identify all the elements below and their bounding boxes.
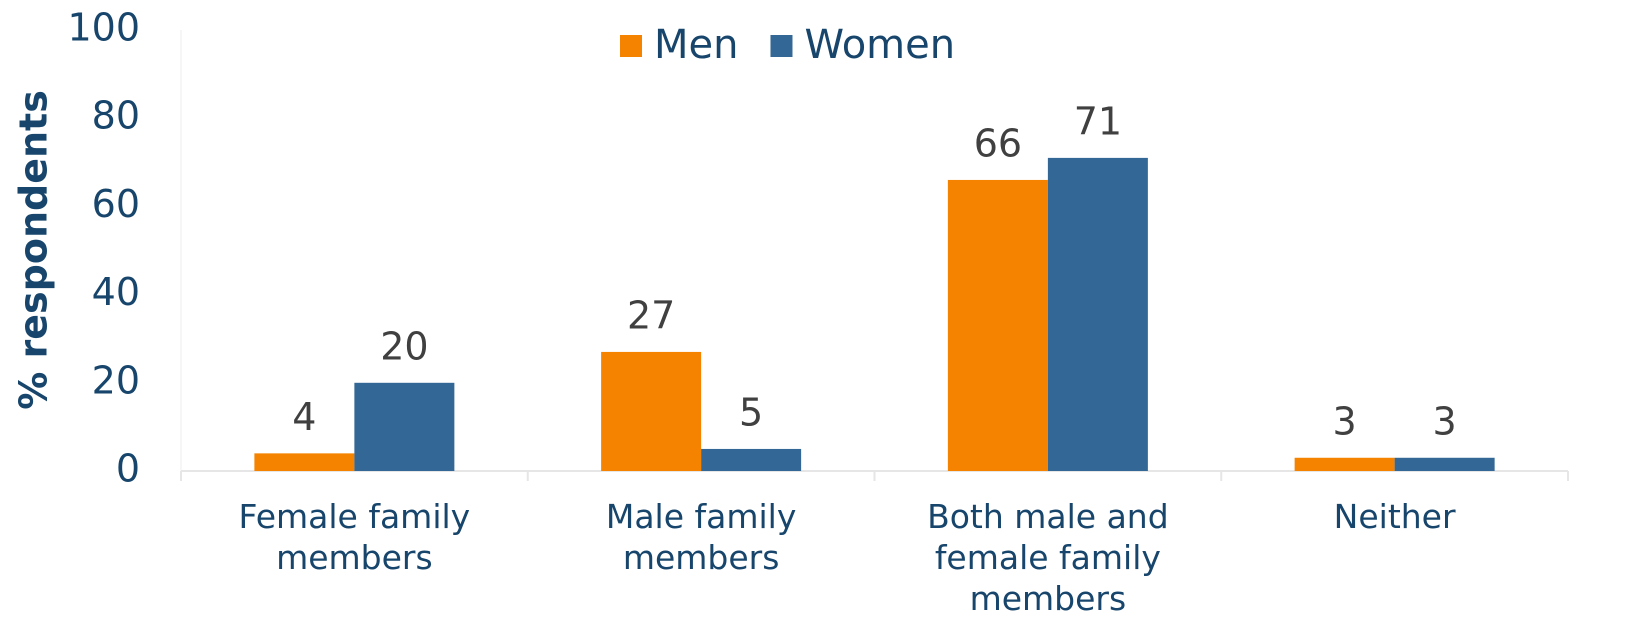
y-tick-label: 80 — [92, 94, 140, 138]
x-tick-label: Both male and female family members — [927, 497, 1169, 618]
y-tick-label: 100 — [67, 6, 140, 50]
bar — [1047, 157, 1148, 471]
x-tick-label: Neither — [1333, 497, 1456, 536]
bar — [601, 351, 702, 471]
data-label: 66 — [974, 121, 1022, 165]
bar — [354, 382, 455, 471]
data-label: 3 — [1333, 399, 1357, 443]
data-label: 3 — [1433, 399, 1457, 443]
x-tick-label: Female family members — [238, 497, 471, 577]
bar — [254, 453, 355, 471]
y-tick-label: 20 — [92, 358, 140, 402]
legend-label: Men — [654, 22, 738, 68]
data-label: 20 — [380, 324, 428, 368]
legend-label: Women — [804, 22, 955, 68]
bar — [947, 179, 1048, 471]
data-label: 27 — [627, 293, 675, 337]
x-tick-label: Male family members — [605, 497, 797, 577]
y-tick-label: 60 — [92, 182, 140, 226]
data-label: 4 — [292, 395, 316, 439]
bar — [701, 448, 802, 471]
data-label: 71 — [1074, 99, 1122, 143]
y-tick-label: 0 — [116, 447, 140, 491]
legend-swatch — [620, 35, 642, 57]
y-tick-label: 40 — [92, 270, 140, 314]
bar — [1294, 457, 1395, 471]
bar — [1394, 457, 1495, 471]
legend-swatch — [770, 35, 793, 57]
data-label: 5 — [739, 390, 763, 434]
y-axis-label: % respondents — [12, 90, 56, 410]
